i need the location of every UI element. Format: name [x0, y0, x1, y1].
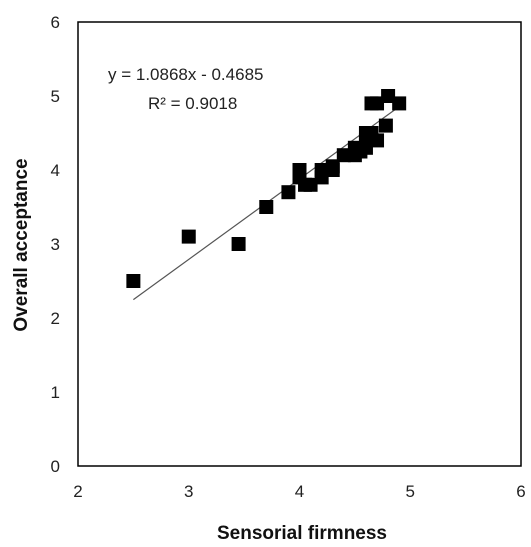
x-axis-title: Sensorial firmness [217, 523, 387, 544]
r-squared-label: R² = 0.9018 [148, 94, 237, 113]
data-point [392, 96, 407, 111]
data-point [314, 170, 329, 185]
y-tick-label: 4 [51, 161, 60, 180]
data-point [370, 96, 385, 111]
data-point [281, 185, 296, 200]
data-point [381, 89, 396, 103]
x-tick-label: 6 [516, 482, 525, 501]
plot-border [77, 21, 522, 467]
data-point [336, 148, 351, 163]
y-tick-label: 2 [51, 309, 60, 328]
y-axis-title: Overall acceptance [11, 158, 32, 331]
data-point [378, 118, 393, 133]
data-point [325, 159, 340, 174]
x-tick-label: 3 [184, 482, 193, 501]
y-tick-label: 1 [51, 383, 60, 402]
y-tick-label: 6 [51, 13, 60, 32]
data-point [303, 177, 318, 192]
y-tick-label: 3 [51, 235, 60, 254]
data-point [126, 274, 141, 288]
data-points [126, 89, 407, 288]
x-tick-label: 2 [73, 482, 82, 501]
x-tick-label: 5 [406, 482, 415, 501]
plot-area [77, 21, 522, 467]
x-tick-label: 4 [295, 482, 304, 501]
data-point [370, 133, 385, 148]
tick-labels: 2 3 4 5 6 0 1 2 3 4 5 6 [51, 13, 526, 501]
y-tick-label: 5 [51, 87, 60, 106]
data-point [231, 237, 246, 251]
y-tick-label: 0 [51, 457, 60, 476]
data-point [181, 229, 196, 244]
trendline-equation: y = 1.0868x - 0.4685 [108, 65, 263, 84]
data-point [259, 200, 274, 214]
